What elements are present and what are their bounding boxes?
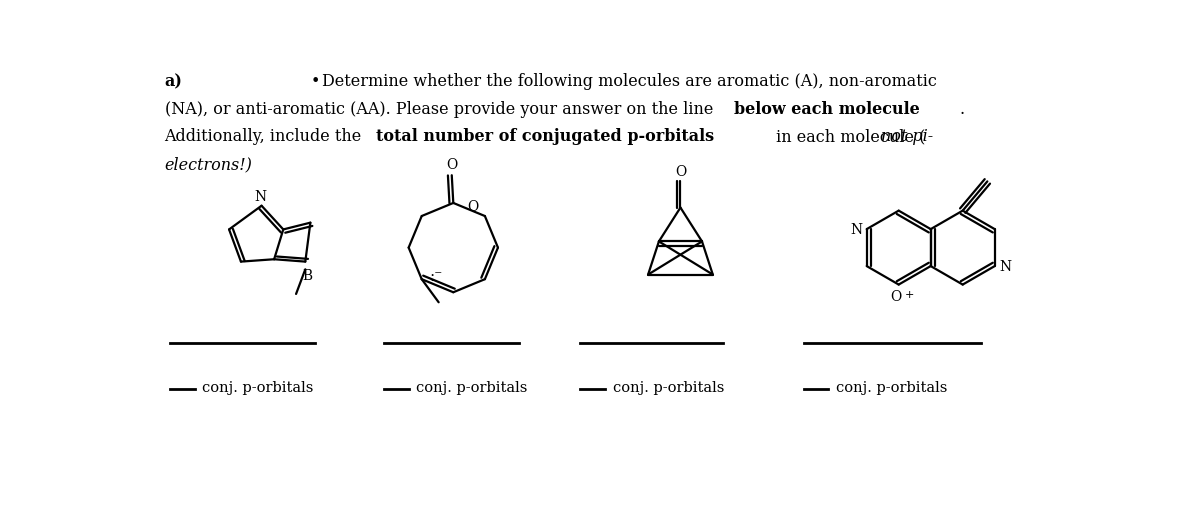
Text: O: O xyxy=(890,289,901,304)
Text: O: O xyxy=(468,199,479,214)
Text: :⁻: :⁻ xyxy=(430,270,443,283)
Text: .: . xyxy=(960,100,965,118)
Text: (NA), or anti-aromatic (AA). Please provide your answer on the line: (NA), or anti-aromatic (AA). Please prov… xyxy=(164,100,718,118)
Text: •: • xyxy=(311,73,320,90)
Text: N: N xyxy=(850,223,862,237)
Text: N: N xyxy=(1000,260,1012,274)
Text: not pi-: not pi- xyxy=(881,128,932,145)
Text: B: B xyxy=(301,268,312,282)
Text: Determine whether the following molecules are aromatic (A), non-aromatic: Determine whether the following molecule… xyxy=(323,73,937,90)
Text: O: O xyxy=(446,158,457,172)
Text: conj. p-orbitals: conj. p-orbitals xyxy=(416,380,528,394)
Text: electrons!): electrons!) xyxy=(164,156,252,173)
Text: conj. p-orbitals: conj. p-orbitals xyxy=(613,380,724,394)
Text: Additionally, include the: Additionally, include the xyxy=(164,128,367,145)
Text: conj. p-orbitals: conj. p-orbitals xyxy=(203,380,313,394)
Text: +: + xyxy=(905,289,914,299)
Text: conj. p-orbitals: conj. p-orbitals xyxy=(836,380,947,394)
Text: below each molecule: below each molecule xyxy=(734,100,920,118)
Text: total number of conjugated p-orbitals: total number of conjugated p-orbitals xyxy=(377,128,714,145)
Text: in each molecule (: in each molecule ( xyxy=(770,128,925,145)
Text: N: N xyxy=(254,189,266,203)
Text: O: O xyxy=(674,164,686,178)
Text: a): a) xyxy=(164,73,182,90)
